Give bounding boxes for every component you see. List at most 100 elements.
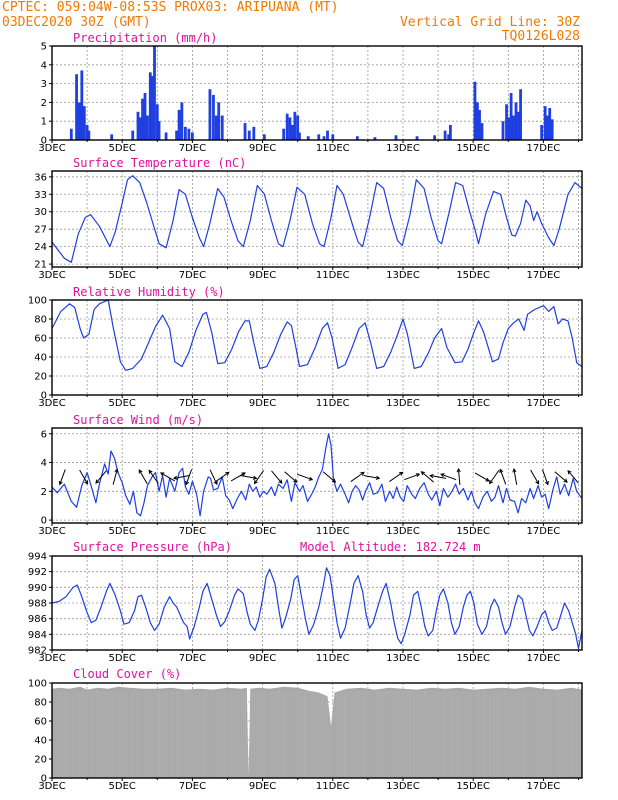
pressure-ytick-label: 994 — [28, 552, 47, 563]
precipitation-bar — [288, 117, 292, 140]
precipitation-bar — [443, 130, 447, 140]
humidity-ytick-label: 40 — [34, 353, 47, 364]
pressure-xtick-label: 13DEC — [386, 653, 420, 664]
wind-arrow-shaft — [499, 469, 507, 485]
wind-arrow-head — [512, 468, 517, 473]
precipitation-bar — [322, 136, 326, 140]
header-line1: CPTEC: 059:04W-08:53S PROX03: ARIPUANA (… — [2, 0, 339, 15]
pressure-ytick-label: 990 — [28, 583, 47, 594]
wind-arrow — [148, 469, 159, 484]
precipitation-bar — [447, 134, 451, 140]
wind-arrow-shaft — [160, 472, 176, 482]
precipitation-bar — [177, 109, 181, 140]
precipitation-bar — [131, 130, 135, 140]
wind-ytick-label: 4 — [41, 458, 47, 469]
temperature-frame — [51, 170, 583, 268]
precipitation-bar — [476, 102, 479, 140]
wind-arrow — [172, 475, 190, 480]
precipitation-bar — [540, 124, 544, 140]
pressure-xtick-label: 3DEC — [38, 653, 65, 664]
wind-arrow — [530, 469, 540, 485]
wind-arrow — [499, 468, 507, 485]
wind-xtick-label: 3DEC — [38, 526, 65, 537]
precipitation-bar — [473, 81, 477, 140]
precipitation-bar — [306, 136, 310, 140]
wind-arrow-head — [293, 478, 298, 483]
precipitation-xtick-label: 15DEC — [456, 143, 490, 154]
precipitation-bar — [208, 89, 212, 140]
wind-arrow-head — [241, 472, 246, 477]
pressure-xtick-label: 11DEC — [316, 653, 350, 664]
precipitation-frame — [51, 45, 583, 141]
precipitation-bar — [157, 121, 161, 140]
cloud-cover-xtick-label: 17DEC — [527, 781, 561, 792]
wind-title: Surface Wind (m/s) — [73, 413, 203, 427]
precipitation-bar — [326, 130, 329, 140]
precipitation-bar — [87, 130, 91, 140]
precipitation-bar — [82, 106, 86, 140]
wind-arrow — [215, 471, 230, 482]
wind-arrow-head — [440, 473, 445, 478]
wind-ytick-label: 0 — [41, 516, 47, 527]
cloud-cover-ytick-label: 40 — [34, 736, 47, 747]
precipitation-bar — [141, 98, 144, 140]
humidity-xtick-label: 9DEC — [249, 398, 276, 409]
precipitation-ytick-label: 3 — [41, 79, 47, 90]
wind-arrow-head — [84, 480, 89, 485]
wind-series-line — [51, 433, 583, 517]
wind-arrow-shaft — [513, 468, 518, 485]
pressure-xtick-label: 7DEC — [179, 653, 206, 664]
wind-arrow-shaft — [230, 472, 246, 482]
temperature-panel: 21 24 27 30 33 36 3DEC 5DEC 7DEC 9DEC 11DEC 13DEC 15… — [34, 156, 583, 281]
cloud-cover-xtick-label: 7DEC — [179, 781, 206, 792]
humidity-xtick-label: 17DEC — [527, 398, 561, 409]
wind-arrow — [363, 475, 381, 480]
precipitation-bar — [183, 126, 187, 140]
wind-arrow — [474, 472, 490, 482]
precipitation-bar — [509, 93, 513, 140]
wind-arrow-shaft — [404, 473, 420, 481]
wind-panel: 0 2 4 6 3DEC 5DEC 7DEC 9DEC 11DEC 13DEC 15DEC 17DEC… — [38, 413, 583, 537]
precipitation-bar — [243, 123, 247, 140]
precipitation-bar — [85, 124, 89, 140]
wind-xtick-label: 17DEC — [527, 526, 561, 537]
wind-xtick-label: 9DEC — [249, 526, 276, 537]
wind-arrow-head — [185, 480, 190, 486]
temperature-xtick-label: 17DEC — [527, 270, 561, 281]
wind-arrow-shaft — [240, 475, 257, 479]
wind-arrow-head — [159, 472, 165, 477]
precipitation-bar — [220, 115, 224, 140]
wind-arrow — [284, 471, 298, 483]
wind-arrow — [456, 467, 461, 485]
precipitation-bar — [217, 102, 221, 140]
wind-arrow — [429, 473, 447, 479]
precipitation-bar — [373, 137, 377, 140]
wind-arrow-shaft — [440, 473, 457, 481]
wind-arrow-shaft — [530, 469, 540, 485]
wind-arrow-head — [499, 468, 504, 473]
wind-arrow-head — [456, 467, 461, 473]
wind-arrow-shaft — [112, 469, 118, 485]
wind-arrow-shaft — [541, 469, 549, 485]
precipitation-xtick-label: 13DEC — [386, 143, 420, 154]
temperature-series-line — [51, 175, 583, 263]
precipitation-bar — [247, 130, 251, 140]
wind-arrow-head — [485, 477, 490, 482]
wind-arrow-shaft — [430, 475, 447, 479]
wind-arrow — [209, 469, 218, 486]
precipitation-xtick-label: 9DEC — [249, 143, 276, 154]
wind-arrow — [404, 473, 421, 481]
header-model-code: TQ0126L028 — [501, 29, 580, 44]
cloud-cover-xtick-label: 11DEC — [316, 781, 350, 792]
wind-arrow-shaft — [79, 469, 89, 485]
wind-xtick-label: 15DEC — [456, 526, 490, 537]
precipitation-xtick-label: 5DEC — [109, 143, 136, 154]
temperature-xtick-label: 3DEC — [38, 270, 65, 281]
precipitation-bar — [175, 130, 179, 140]
precipitation-bar — [214, 115, 218, 140]
wind-arrow-head — [95, 479, 100, 484]
precipitation-bar — [153, 46, 156, 140]
wind-arrow — [230, 472, 246, 482]
temperature-xtick-label: 13DEC — [386, 270, 420, 281]
